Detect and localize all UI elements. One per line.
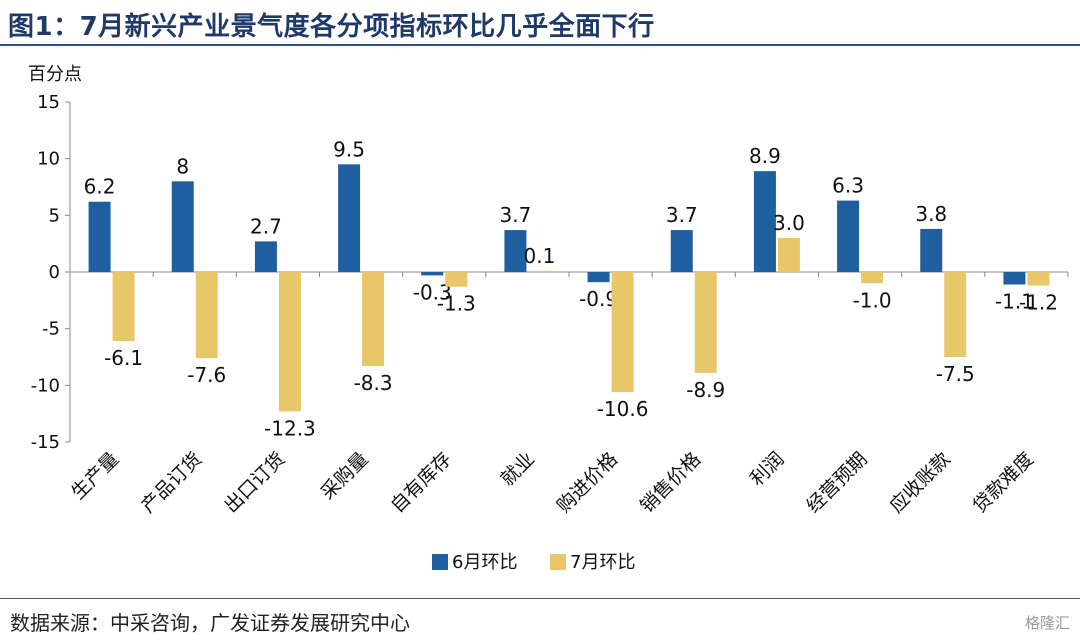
legend-label-2: 7月环比 [570, 552, 635, 573]
category-label: 销售价格 [636, 448, 705, 517]
bar-series-2 [528, 270, 551, 272]
category-label: 贷款难度 [969, 448, 1038, 517]
data-label-series-2: -8.3 [354, 371, 393, 395]
category-label: 采购量 [317, 448, 373, 504]
data-label-series-2: -1.3 [437, 292, 476, 316]
bar-series-1 [504, 230, 527, 272]
data-label-series-2: -6.1 [104, 346, 143, 370]
data-label-series-2: -10.6 [597, 397, 649, 421]
data-label-series-2: -1.0 [853, 288, 892, 312]
bar-series-1 [421, 272, 444, 276]
category-label: 自有库存 [386, 448, 455, 517]
bar-series-1 [1003, 272, 1026, 285]
bar-series-2 [195, 272, 218, 359]
source-note: 数据来源：中采咨询，广发证券发展研究中心 [10, 611, 410, 635]
data-label-series-1: 8 [176, 154, 189, 178]
y-tick-label: -10 [31, 375, 60, 396]
data-label-series-2: 0.1 [524, 244, 556, 268]
category-label: 利润 [746, 448, 788, 490]
data-label-series-1: 9.5 [333, 137, 365, 161]
category-label: 产品订货 [137, 448, 206, 517]
bar-series-1 [587, 272, 610, 283]
watermark: 格隆汇 [1024, 614, 1070, 632]
bar-series-2 [694, 272, 717, 373]
data-label-series-1: 3.7 [666, 203, 698, 227]
data-label-series-1: 2.7 [250, 214, 282, 238]
y-tick-label: -15 [31, 432, 60, 453]
data-label-series-2: -8.9 [686, 378, 725, 402]
category-label: 就业 [497, 448, 539, 490]
bar-series-2 [944, 272, 967, 357]
bar-series-1 [920, 228, 943, 272]
data-label-series-2: -12.3 [264, 416, 316, 440]
legend-label-1: 6月环比 [452, 552, 517, 573]
bar-series-2 [861, 272, 884, 284]
category-label: 经营预期 [802, 448, 871, 517]
y-axis-label: 百分点 [28, 64, 82, 85]
y-tick-label: -5 [42, 319, 60, 340]
bar-series-2 [777, 238, 800, 272]
bar-series-2 [362, 272, 385, 367]
data-label-series-2: -7.5 [936, 362, 975, 386]
category-label: 购进价格 [553, 448, 622, 517]
data-label-series-1: 6.3 [832, 174, 864, 198]
title-divider [0, 44, 1080, 46]
category-label: 出口订货 [220, 448, 289, 517]
bar-series-1 [338, 164, 361, 272]
chart-title: 图1：7月新兴产业景气度各分项指标环比几乎全面下行 [8, 12, 655, 42]
bar-series-2 [611, 272, 634, 393]
bar-series-1 [753, 171, 776, 272]
bar-series-2 [278, 272, 301, 412]
data-label-series-1: -1.1 [995, 289, 1034, 313]
y-tick-label: 5 [49, 205, 60, 226]
category-label: 应收账款 [885, 448, 954, 517]
category-label: 生产量 [67, 448, 123, 504]
data-label-series-1: 6.2 [84, 175, 116, 199]
data-label-series-1: 3.7 [500, 203, 532, 227]
data-label-series-1: 3.8 [915, 202, 947, 226]
legend-swatch-2 [550, 554, 566, 570]
bar-chart: 15 10 5 0 -5 -10 -15 百分点 6.2 -6.1 生产量 8 -7.6 产品订货 2.7 -… [28, 64, 1069, 573]
y-tick-label: 15 [37, 92, 60, 113]
data-label-series-2: 3.0 [773, 211, 805, 235]
source-divider [0, 598, 1080, 599]
data-label-series-2: -1.2 [1019, 291, 1058, 315]
bar-series-2 [445, 272, 468, 287]
y-tick-label: 0 [49, 262, 60, 283]
bar-series-1 [171, 181, 194, 272]
legend-swatch-1 [432, 554, 448, 570]
bar-series-1 [88, 201, 111, 272]
y-tick-label: 10 [37, 149, 60, 170]
bar-series-1 [670, 230, 693, 272]
bar-series-2 [1027, 272, 1050, 286]
data-label-series-1: 8.9 [749, 144, 781, 168]
bar-series-1 [837, 200, 860, 272]
data-label-series-2: -7.6 [187, 363, 226, 387]
bar-series-1 [254, 241, 277, 272]
bar-series-2 [112, 272, 135, 342]
